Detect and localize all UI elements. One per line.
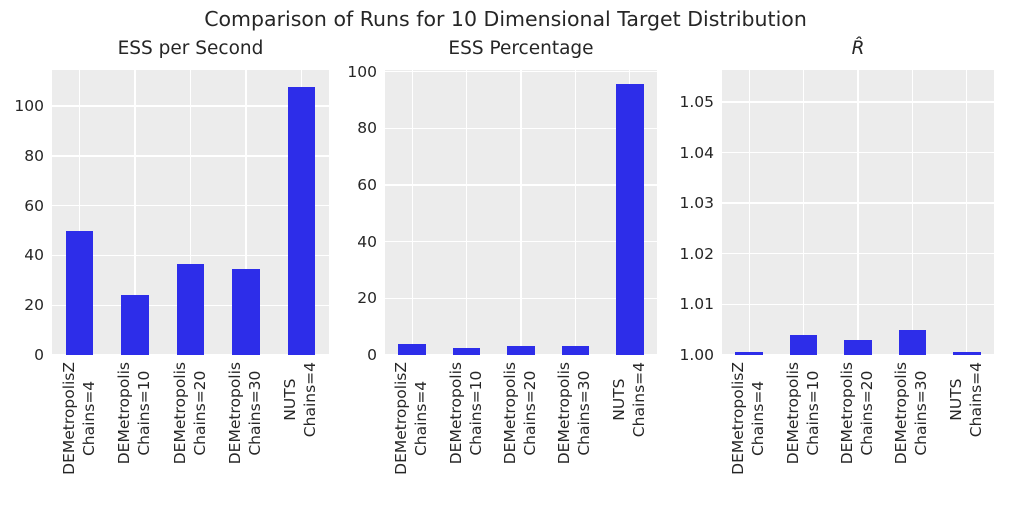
x-tick-label-text: DEMetropolis Chains=30: [892, 362, 931, 465]
y-tick-label: 1.04: [679, 143, 714, 162]
bar-r-3: [844, 339, 872, 355]
subplot-title-ess-per-second: ESS per Second: [117, 38, 264, 59]
x-tick-label-text: DEMetropolis Chains=20: [838, 362, 876, 465]
x-tick-label-text: DEMetropolisZ Chains=4: [729, 362, 768, 475]
gridline-vertical: [911, 70, 914, 355]
gridline-vertical: [802, 70, 805, 355]
y-tick-label: 1.02: [679, 244, 714, 263]
bar-ess-percentage-4: [561, 346, 590, 355]
x-tick-label: NUTS Chains=4: [280, 362, 322, 511]
y-tick-label: 20: [24, 296, 44, 315]
gridline-vertical: [574, 70, 577, 355]
gridline-vertical: [966, 70, 968, 355]
y-tick-label: 100: [347, 62, 377, 81]
x-tick-label: DEMetropolis Chains=20: [837, 362, 879, 511]
subplot-r: [722, 70, 994, 356]
y-tick-label: 80: [24, 146, 44, 165]
x-tick-label: NUTS Chains=4: [609, 362, 651, 511]
x-tick-label: DEMetropolisZ Chains=4: [59, 362, 101, 511]
gridline-vertical: [748, 70, 750, 355]
y-tick-label: 1.01: [679, 295, 714, 314]
y-tick-label: 40: [357, 232, 377, 251]
gridline-vertical: [79, 70, 81, 355]
x-tick-label: DEMetropolis Chains=30: [225, 362, 267, 511]
gridline-vertical: [245, 70, 247, 355]
bar-ess-per-second-2: [121, 295, 149, 355]
x-tick-label: DEMetropolis Chains=30: [554, 362, 596, 511]
gridline-vertical: [857, 70, 859, 355]
x-tick-label-text: DEMetropolisZ Chains=4: [59, 362, 98, 475]
y-tick-label: 80: [357, 119, 377, 138]
x-tick-label: DEMetropolis Chains=20: [500, 362, 542, 511]
x-tick-label-text: DEMetropolis Chains=10: [115, 362, 154, 465]
bar-ess-per-second-4: [232, 269, 260, 355]
x-tick-label-text: DEMetropolis Chains=30: [225, 362, 264, 465]
x-tick-label-text: NUTS Chains=4: [946, 362, 985, 438]
x-tick-label-text: DEMetropolis Chains=20: [170, 362, 209, 465]
x-tick-label: DEMetropolis Chains=10: [114, 362, 156, 511]
figure-title: Comparison of Runs for 10 Dimensional Ta…: [204, 7, 807, 31]
x-tick-label: NUTS Chains=4: [946, 362, 988, 511]
x-tick-label-text: DEMetropolis Chains=20: [501, 362, 539, 465]
y-tick-label: 60: [357, 176, 377, 195]
x-tick-label: DEMetropolisZ Chains=4: [728, 362, 770, 511]
x-tick-label: DEMetropolis Chains=10: [446, 362, 488, 511]
gridline-vertical: [411, 70, 413, 355]
y-tick-label: 20: [357, 289, 377, 308]
x-tick-label-text: NUTS Chains=4: [281, 362, 320, 438]
gridline-vertical: [189, 70, 192, 355]
x-tick-label: DEMetropolisZ Chains=4: [391, 362, 433, 511]
bar-r-2: [789, 334, 818, 355]
x-tick-label-text: DEMetropolis Chains=10: [446, 362, 485, 465]
y-tick-label: 1.05: [679, 92, 714, 111]
subplot-title-r: R̂: [851, 38, 865, 59]
y-tick-label: 60: [24, 196, 44, 215]
y-tick-label: 1.03: [679, 194, 714, 213]
y-tick-label: 0: [34, 346, 44, 364]
bar-ess-per-second-1: [65, 231, 94, 355]
y-tick-label: 1.00: [679, 346, 714, 364]
y-tick-label: 40: [24, 246, 44, 265]
y-tick-label: 100: [14, 97, 44, 116]
x-tick-label-text: DEMetropolisZ Chains=4: [392, 362, 431, 475]
gridline-vertical: [520, 70, 522, 355]
gridline-vertical: [465, 70, 468, 355]
bar-ess-percentage-1: [398, 344, 426, 355]
x-tick-label: DEMetropolis Chains=10: [783, 362, 825, 511]
subplot-ess-percentage: [385, 70, 657, 356]
bar-ess-percentage-5: [616, 83, 644, 355]
x-tick-label: DEMetropolis Chains=30: [891, 362, 933, 511]
gridline-vertical: [134, 70, 136, 355]
x-tick-label-text: DEMetropolis Chains=10: [783, 362, 822, 465]
bar-r-1: [735, 352, 763, 355]
x-tick-label-text: NUTS Chains=4: [609, 362, 648, 438]
bar-ess-percentage-3: [507, 345, 535, 355]
y-tick-label: 0: [367, 346, 377, 364]
bar-r-5: [953, 352, 981, 355]
bar-ess-per-second-5: [287, 86, 316, 355]
subplot-title-ess-percentage: ESS Percentage: [448, 38, 594, 59]
bar-ess-per-second-3: [176, 264, 205, 355]
bar-r-4: [898, 329, 927, 355]
subplot-ess-per-second: [52, 70, 329, 356]
x-tick-label: DEMetropolis Chains=20: [170, 362, 212, 511]
bar-ess-percentage-2: [452, 348, 481, 355]
x-tick-label-text: DEMetropolis Chains=30: [555, 362, 594, 465]
